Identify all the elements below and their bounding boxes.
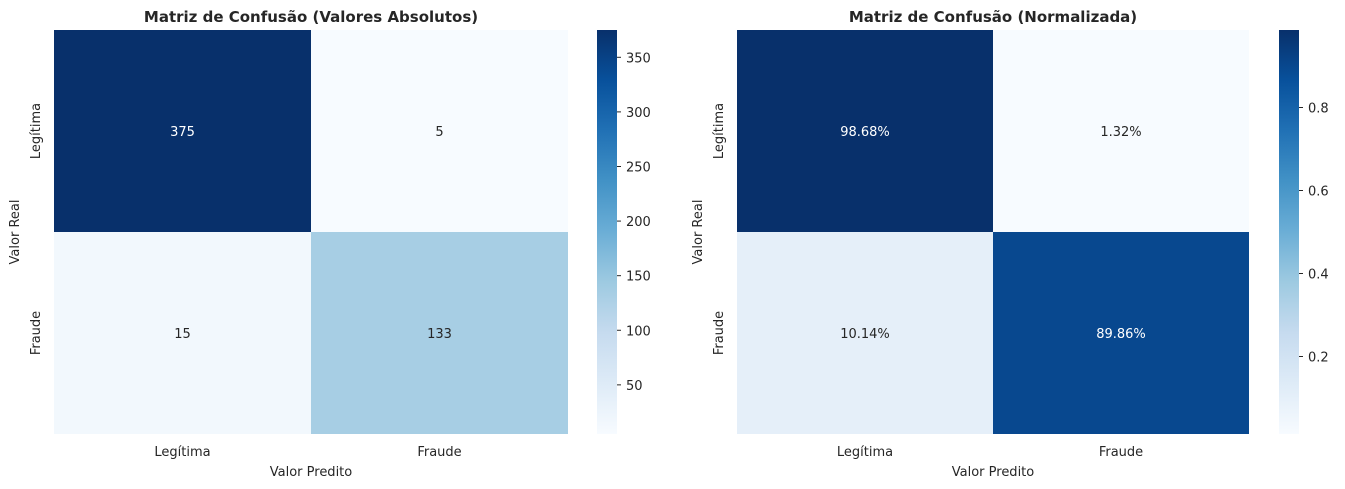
colorbar	[1279, 30, 1299, 434]
cell-annotation: 5	[435, 125, 443, 140]
y-tick-label: Legítima	[29, 103, 44, 159]
cell-annotation: 133	[427, 327, 452, 342]
heatmap-cell	[311, 232, 568, 434]
y-axis-label: Valor Real	[8, 200, 23, 265]
colorbar-tick-label: 0.2	[1308, 350, 1329, 365]
x-tick-label: Fraude	[417, 445, 461, 460]
colorbar-tick-label: 100	[626, 324, 651, 339]
x-axis-label: Valor Predito	[270, 465, 353, 480]
cell-annotation: 98.68%	[840, 125, 890, 140]
y-axis-label: Valor Real	[691, 200, 706, 265]
colorbar-tick-label: 300	[626, 106, 651, 121]
heatmap-cell	[54, 232, 311, 434]
heatmap-cell	[737, 30, 993, 232]
y-tick-label: Fraude	[712, 311, 727, 355]
colorbar	[597, 30, 617, 434]
cell-annotation: 15	[174, 327, 191, 342]
x-tick-label: Fraude	[1099, 445, 1143, 460]
heatmap-cell	[993, 232, 1249, 434]
colorbar-tick-label: 150	[626, 270, 651, 285]
heatmap-cell	[737, 232, 993, 434]
cell-annotation: 89.86%	[1096, 327, 1146, 342]
colorbar-tick-label: 250	[626, 160, 651, 175]
heatmap-cell	[54, 30, 311, 232]
colorbar-tick-label: 0.8	[1308, 102, 1329, 117]
chart-title: Matriz de Confusão (Normalizada)	[849, 8, 1137, 26]
colorbar-tick-label: 200	[626, 215, 651, 230]
x-tick-label: Legítima	[154, 445, 210, 460]
chart-title: Matriz de Confusão (Valores Absolutos)	[144, 8, 478, 26]
x-axis-label: Valor Predito	[952, 465, 1035, 480]
heatmap-cell	[993, 30, 1249, 232]
heatmap-cell	[311, 30, 568, 232]
heatmap-panel-2: Matriz de Confusão (Normalizada) 98.68% 1.…	[691, 8, 1329, 480]
y-tick-label: Legítima	[712, 103, 727, 159]
cell-annotation: 1.32%	[1100, 125, 1141, 140]
x-tick-label: Legítima	[837, 445, 893, 460]
colorbar-tick-label: 0.4	[1308, 267, 1329, 282]
y-tick-label: Fraude	[29, 311, 44, 355]
cell-annotation: 10.14%	[840, 327, 890, 342]
heatmap-panel-1: Matriz de Confusão (Valores Absolutos) 37…	[8, 8, 651, 480]
cell-annotation: 375	[170, 125, 195, 140]
colorbar-tick-label: 350	[626, 51, 651, 66]
colorbar-tick-label: 50	[626, 379, 643, 394]
colorbar-tick-label: 0.6	[1308, 185, 1329, 200]
